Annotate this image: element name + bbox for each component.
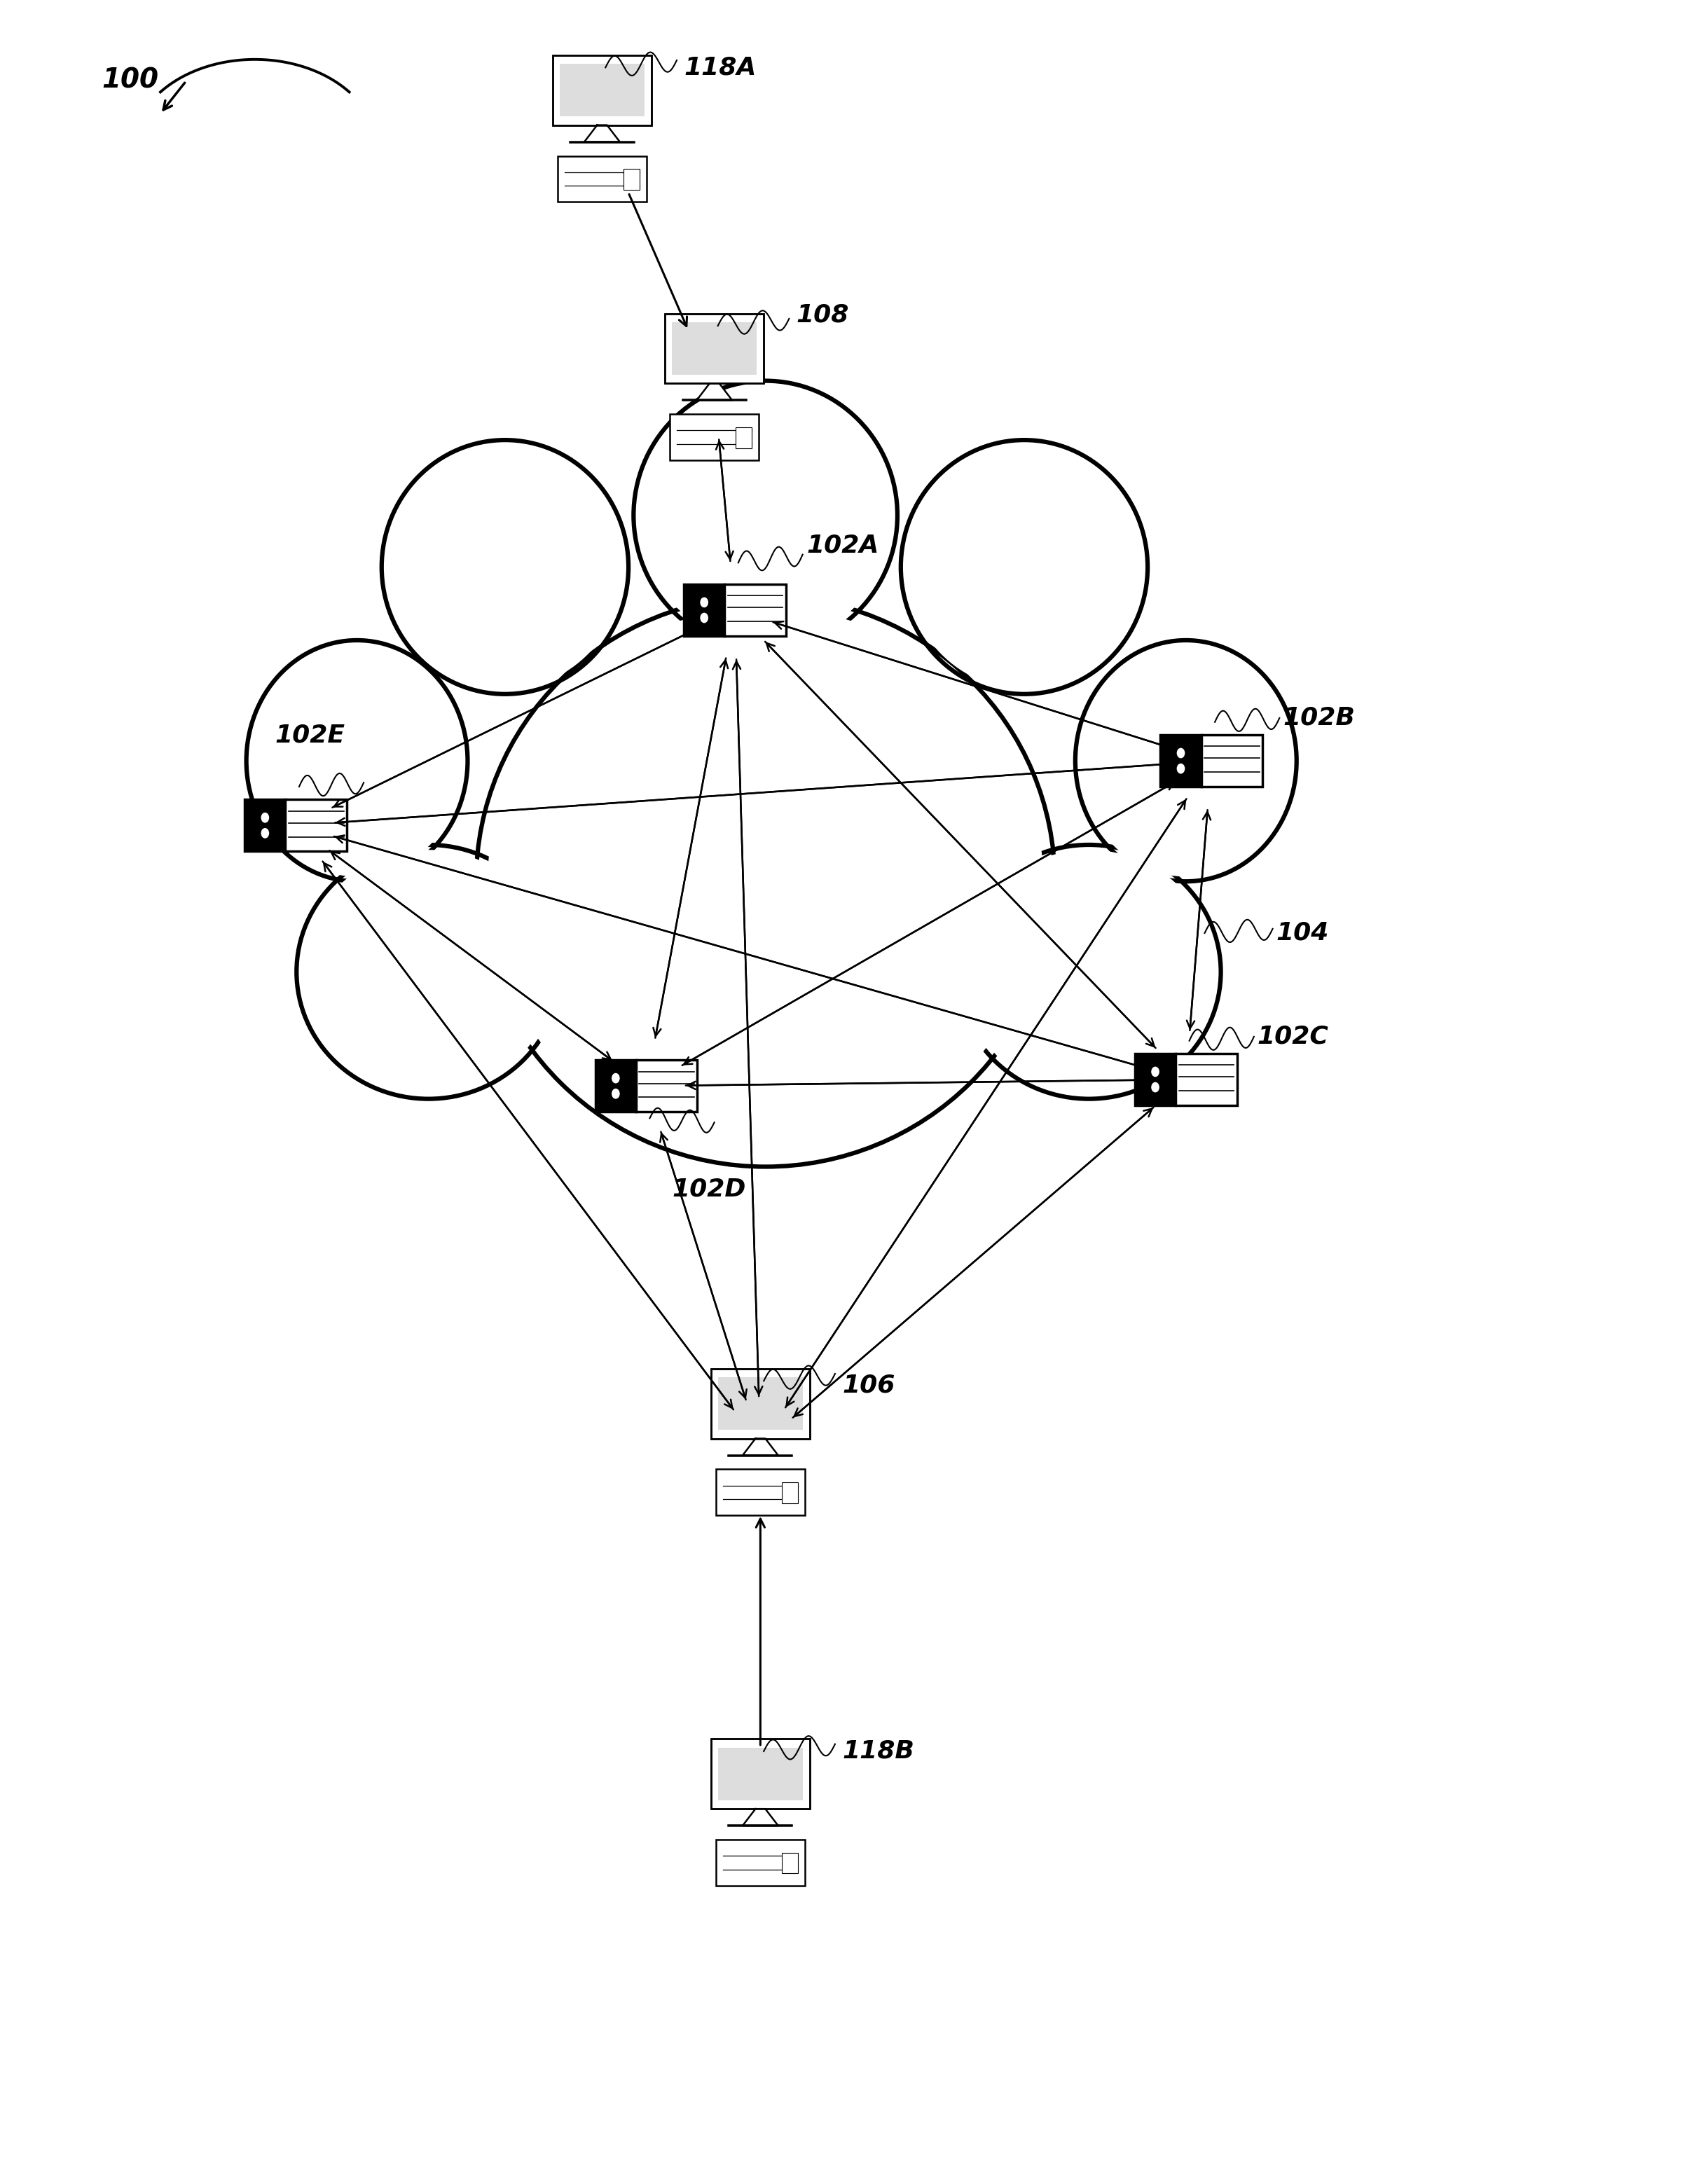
Bar bbox=[717, 1747, 803, 1801]
Text: 100: 100 bbox=[102, 67, 159, 93]
Bar bbox=[553, 56, 651, 125]
Bar bbox=[623, 168, 639, 190]
Polygon shape bbox=[697, 384, 733, 399]
Circle shape bbox=[1177, 747, 1185, 758]
Circle shape bbox=[611, 1088, 620, 1099]
Bar bbox=[596, 1060, 697, 1112]
Bar bbox=[664, 313, 763, 384]
Bar bbox=[711, 1738, 810, 1809]
Ellipse shape bbox=[956, 844, 1221, 1099]
Circle shape bbox=[1177, 764, 1185, 773]
Bar bbox=[736, 427, 752, 449]
Text: 108: 108 bbox=[796, 302, 849, 326]
Text: 106: 106 bbox=[842, 1373, 895, 1397]
Polygon shape bbox=[743, 1438, 779, 1455]
Ellipse shape bbox=[900, 440, 1148, 693]
Bar bbox=[664, 313, 763, 384]
Bar bbox=[782, 1483, 798, 1503]
Circle shape bbox=[611, 1073, 620, 1084]
Ellipse shape bbox=[634, 380, 897, 650]
Circle shape bbox=[700, 598, 709, 607]
Text: 102E: 102E bbox=[275, 723, 345, 747]
Text: 102B: 102B bbox=[1283, 706, 1354, 730]
Ellipse shape bbox=[1076, 641, 1296, 881]
Bar bbox=[557, 155, 647, 203]
Text: 102C: 102C bbox=[1257, 1026, 1329, 1049]
Ellipse shape bbox=[1079, 646, 1293, 877]
Ellipse shape bbox=[246, 641, 468, 881]
Ellipse shape bbox=[251, 646, 463, 877]
Text: 102D: 102D bbox=[671, 1177, 746, 1200]
Bar bbox=[671, 322, 757, 376]
Bar bbox=[716, 1470, 804, 1516]
Text: 118A: 118A bbox=[683, 56, 757, 80]
Bar bbox=[244, 799, 347, 851]
Bar bbox=[560, 65, 644, 117]
Bar bbox=[1160, 734, 1201, 786]
Bar bbox=[711, 1738, 810, 1809]
Bar bbox=[711, 1369, 810, 1438]
Ellipse shape bbox=[477, 596, 1056, 1166]
Circle shape bbox=[261, 829, 270, 838]
Bar bbox=[683, 585, 786, 637]
Circle shape bbox=[1151, 1067, 1160, 1077]
Ellipse shape bbox=[639, 386, 892, 646]
Ellipse shape bbox=[302, 851, 555, 1095]
Bar bbox=[1134, 1054, 1237, 1105]
Circle shape bbox=[261, 812, 270, 823]
Bar bbox=[596, 1060, 697, 1112]
Ellipse shape bbox=[905, 445, 1143, 689]
Ellipse shape bbox=[386, 445, 623, 689]
Text: 104: 104 bbox=[1276, 922, 1329, 946]
Ellipse shape bbox=[297, 844, 560, 1099]
Bar bbox=[782, 1852, 798, 1874]
Bar bbox=[553, 56, 651, 125]
Bar bbox=[244, 799, 285, 851]
Bar bbox=[596, 1060, 635, 1112]
Bar bbox=[1134, 1054, 1237, 1105]
Bar bbox=[683, 585, 724, 637]
Ellipse shape bbox=[381, 440, 629, 693]
Circle shape bbox=[700, 613, 709, 624]
Bar bbox=[670, 415, 758, 460]
Circle shape bbox=[1151, 1082, 1160, 1092]
Bar bbox=[1134, 1054, 1175, 1105]
Bar bbox=[683, 585, 786, 637]
Bar bbox=[1160, 734, 1262, 786]
Ellipse shape bbox=[962, 851, 1216, 1095]
Bar bbox=[711, 1369, 810, 1438]
Text: 102A: 102A bbox=[806, 533, 878, 557]
Polygon shape bbox=[743, 1809, 779, 1827]
Text: 118B: 118B bbox=[842, 1740, 914, 1764]
Ellipse shape bbox=[488, 607, 1044, 1155]
Bar bbox=[244, 799, 347, 851]
Polygon shape bbox=[584, 125, 620, 142]
Bar bbox=[1160, 734, 1262, 786]
Bar bbox=[717, 1377, 803, 1429]
Bar bbox=[716, 1839, 804, 1885]
